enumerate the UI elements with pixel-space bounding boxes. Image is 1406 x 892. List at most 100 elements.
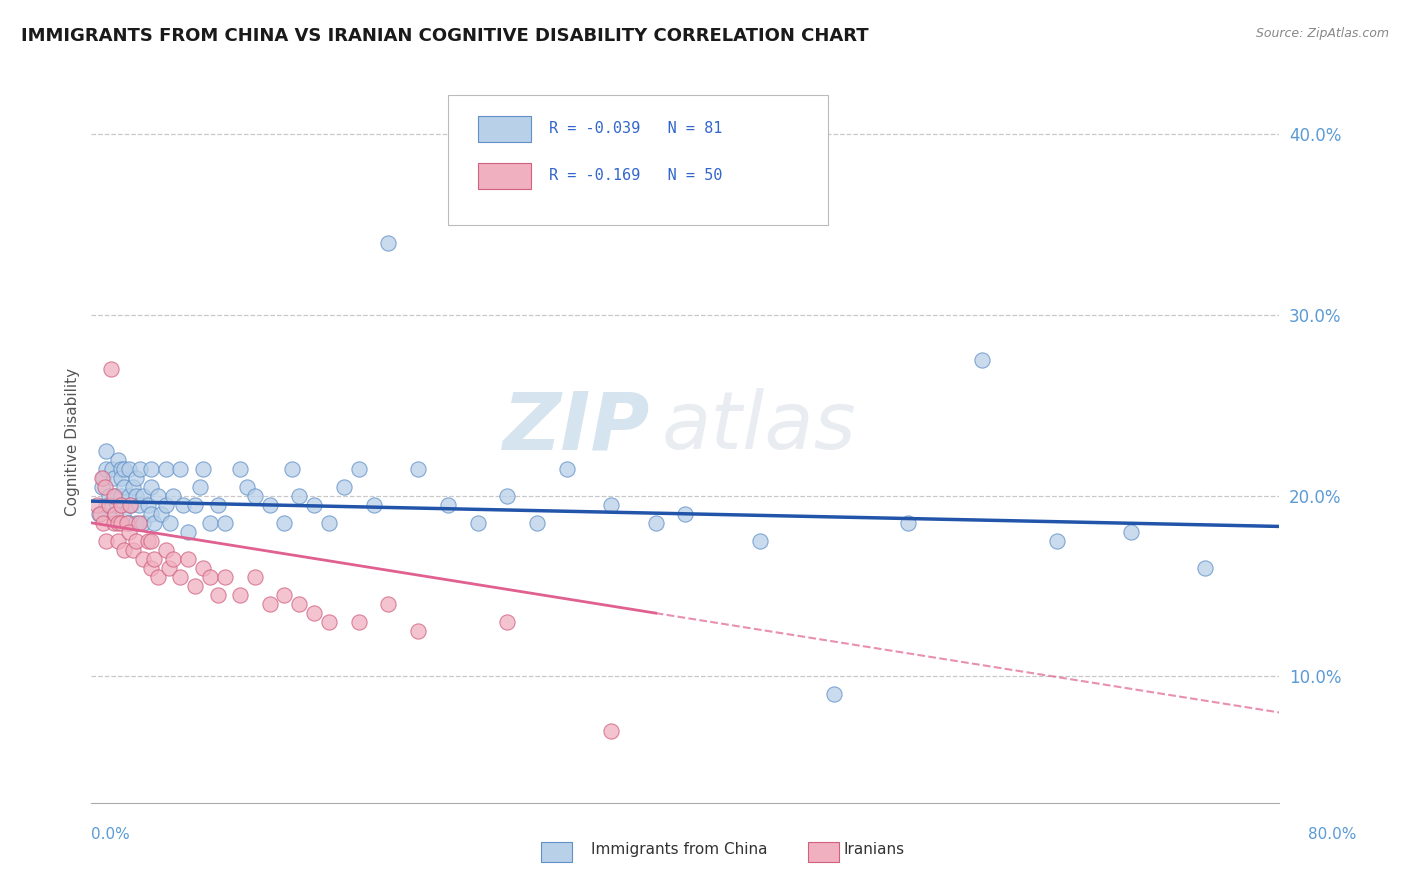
Point (214, 516, 236, 530)
Point (139, 561, 162, 575)
FancyBboxPatch shape (447, 95, 828, 225)
Point (96, 498, 118, 512)
Point (273, 588, 295, 602)
Point (496, 615, 519, 630)
Point (148, 489, 170, 503)
Point (91, 471, 114, 485)
Point (107, 533, 129, 548)
Text: ZIP: ZIP (502, 388, 650, 467)
Point (259, 498, 281, 512)
Point (87, 507, 110, 521)
Point (139, 480, 162, 494)
Point (1194, 561, 1216, 575)
Point (155, 542, 177, 557)
Point (86, 498, 108, 512)
Point (118, 498, 141, 512)
Point (347, 615, 370, 630)
Point (897, 516, 920, 530)
Text: R = -0.039   N = 81: R = -0.039 N = 81 (548, 121, 723, 136)
Point (112, 461, 135, 475)
Point (107, 516, 129, 530)
Point (136, 498, 159, 512)
Point (823, 687, 845, 701)
Point (103, 471, 125, 485)
Point (318, 516, 340, 530)
Point (110, 461, 132, 475)
Point (96, 461, 118, 475)
Point (139, 507, 162, 521)
Point (128, 498, 150, 512)
Point (526, 516, 548, 530)
Point (115, 516, 138, 530)
Point (110, 498, 132, 512)
Point (91, 516, 114, 530)
Point (214, 570, 236, 584)
Point (162, 552, 184, 566)
Point (169, 461, 191, 475)
Y-axis label: Cognitive Disability: Cognitive Disability (65, 368, 80, 516)
Point (139, 533, 162, 548)
Point (191, 561, 214, 575)
Point (496, 489, 519, 503)
Point (150, 507, 173, 521)
Text: IMMIGRANTS FROM CHINA VS IRANIAN COGNITIVE DISABILITY CORRELATION CHART: IMMIGRANTS FROM CHINA VS IRANIAN COGNITI… (21, 27, 869, 45)
Point (436, 498, 458, 512)
Point (748, 533, 770, 548)
Point (104, 489, 127, 503)
Point (101, 461, 124, 475)
Point (103, 489, 125, 503)
Point (207, 588, 229, 602)
Point (110, 471, 132, 485)
Point (139, 461, 162, 475)
Point (159, 516, 181, 530)
Point (236, 480, 259, 494)
Point (302, 498, 325, 512)
Point (377, 597, 399, 611)
Text: Iranians: Iranians (844, 842, 904, 856)
Point (122, 542, 145, 557)
Point (103, 516, 125, 530)
Point (132, 516, 155, 530)
Point (162, 489, 184, 503)
Text: R = -0.169   N = 50: R = -0.169 N = 50 (548, 169, 723, 183)
Point (117, 516, 139, 530)
Point (96, 533, 118, 548)
Point (281, 461, 304, 475)
Point (96, 443, 118, 458)
Point (90, 480, 112, 494)
Point (136, 533, 159, 548)
Point (148, 570, 170, 584)
Point (467, 516, 489, 530)
Point (110, 516, 132, 530)
Point (112, 542, 135, 557)
Point (184, 498, 207, 512)
Point (132, 489, 155, 503)
Point (125, 471, 148, 485)
Point (94, 480, 117, 494)
Point (117, 461, 139, 475)
Point (89, 507, 111, 521)
Point (125, 489, 148, 503)
Point (177, 552, 200, 566)
Point (117, 489, 139, 503)
Bar (478, 116, 531, 142)
Point (104, 507, 127, 521)
Point (188, 480, 211, 494)
Point (128, 516, 150, 530)
Point (200, 516, 222, 530)
Point (121, 498, 143, 512)
Point (644, 516, 666, 530)
Point (142, 552, 165, 566)
Point (1046, 533, 1069, 548)
Point (207, 498, 229, 512)
Point (98, 498, 121, 512)
Point (155, 498, 177, 512)
Point (288, 597, 311, 611)
Point (200, 570, 222, 584)
Point (243, 570, 266, 584)
Point (600, 498, 623, 512)
Point (177, 524, 200, 539)
Text: Immigrants from China: Immigrants from China (591, 842, 768, 856)
Point (111, 507, 134, 521)
Point (103, 507, 125, 521)
